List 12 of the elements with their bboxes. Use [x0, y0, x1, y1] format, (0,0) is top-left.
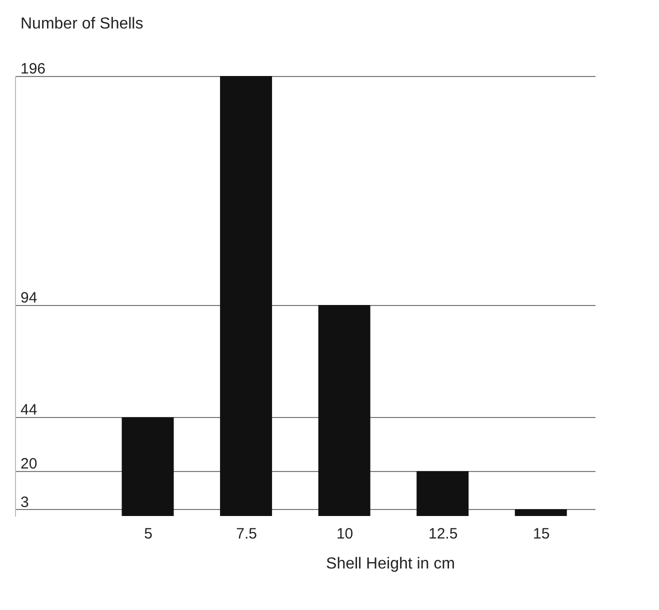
y-tick-label: 20 — [20, 456, 38, 473]
y-tick-label: 196 — [20, 60, 46, 78]
y-axis-title: Number of Shells — [20, 16, 144, 32]
x-tick-label: 5 — [144, 526, 152, 542]
x-tick-label: 10 — [336, 526, 354, 542]
x-tick-label: 12.5 — [428, 526, 458, 542]
y-tick-label: 3 — [20, 494, 29, 511]
x-tick-label: 15 — [533, 526, 550, 542]
y-tick-label: 94 — [20, 289, 38, 306]
x-tick-label: 7.5 — [236, 526, 257, 542]
x-axis-title: Shell Height in cm — [326, 556, 455, 572]
y-tick-label: 44 — [20, 402, 38, 419]
